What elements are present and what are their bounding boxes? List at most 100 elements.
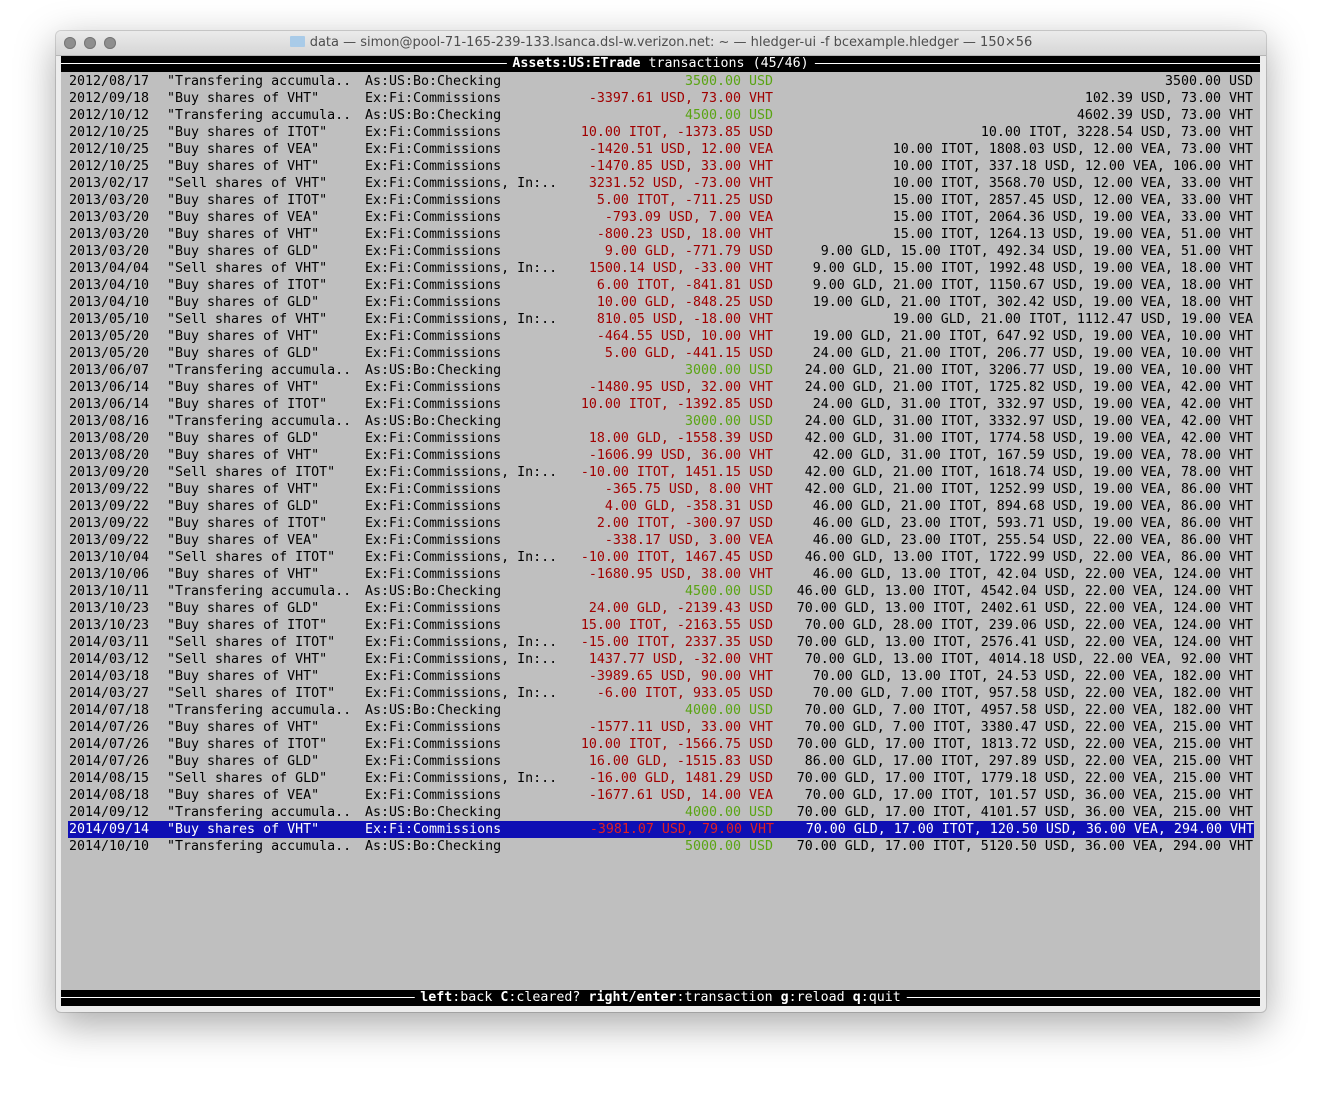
- table-row[interactable]: 2013/02/17 "Sell shares of VHT" Ex:Fi:Comm…: [61, 175, 1260, 192]
- cell-balance: 70.00 GLD, 17.00 ITOT, 1779.18 USD, 22.0…: [796, 771, 1253, 786]
- cell-account: As:US:Bo:Checking: [365, 414, 502, 429]
- table-row[interactable]: 2013/03/20 "Buy shares of VHT" Ex:Fi:Commi…: [61, 226, 1260, 243]
- cell-amount: -1577.11 USD, 33.00 VHT: [588, 720, 773, 735]
- cell-amount: -16.00 GLD, 1481.29 USD: [588, 771, 773, 786]
- cell-date: 2014/08/18: [69, 788, 150, 803]
- cell-balance: 42.00 GLD, 31.00 ITOT, 167.59 USD, 19.00…: [812, 448, 1253, 463]
- table-row[interactable]: 2013/10/23 "Buy shares of GLD" Ex:Fi:Commi…: [61, 600, 1260, 617]
- cell-amount: 3231.52 USD, -73.00 VHT: [588, 176, 773, 191]
- account-name: Assets:US:ETrade: [512, 56, 641, 71]
- table-row[interactable]: 2014/03/11 "Sell shares of ITOT" Ex:Fi:Com…: [61, 634, 1260, 651]
- table-row[interactable]: 2013/05/20 "Buy shares of VHT" Ex:Fi:Commi…: [61, 328, 1260, 345]
- table-row[interactable]: 2013/10/23 "Buy shares of ITOT" Ex:Fi:Comm…: [61, 617, 1260, 634]
- cell-balance: 24.00 GLD, 21.00 ITOT, 206.77 USD, 19.00…: [812, 346, 1253, 361]
- table-row-selected[interactable]: 2014/09/14 "Buy shares of VHT" Ex:Fi:Commi…: [68, 821, 1254, 838]
- table-row[interactable]: 2013/09/20 "Sell shares of ITOT" Ex:Fi:Com…: [61, 464, 1260, 481]
- table-row[interactable]: 2012/10/12 "Transfering accumula.. As:US:B…: [61, 107, 1260, 124]
- zoom-button[interactable]: [104, 37, 116, 49]
- cell-description: "Buy shares of VHT": [167, 91, 320, 106]
- cell-amount: -3989.65 USD, 90.00 VHT: [588, 669, 773, 684]
- table-row[interactable]: 2014/07/26 "Buy shares of ITOT" Ex:Fi:Comm…: [61, 736, 1260, 753]
- cell-date: 2014/10/10: [69, 839, 150, 854]
- cell-balance: 46.00 GLD, 23.00 ITOT, 255.54 USD, 22.00…: [812, 533, 1253, 548]
- cell-amount: -464.55 USD, 10.00 VHT: [596, 329, 773, 344]
- cell-amount: 4.00 GLD, -358.31 USD: [604, 499, 773, 514]
- table-row[interactable]: 2014/08/18 "Buy shares of VEA" Ex:Fi:Commi…: [61, 787, 1260, 804]
- table-row[interactable]: 2013/08/20 "Buy shares of GLD" Ex:Fi:Commi…: [61, 430, 1260, 447]
- cell-balance: 70.00 GLD, 17.00 ITOT, 101.57 USD, 36.00…: [804, 788, 1253, 803]
- cell-account: Ex:Fi:Commissions: [365, 533, 502, 548]
- title-bar: data — simon@pool-71-165-239-133.lsanca.…: [56, 31, 1266, 56]
- table-row[interactable]: 2014/03/12 "Sell shares of VHT" Ex:Fi:Comm…: [61, 651, 1260, 668]
- cell-balance: 10.00 ITOT, 337.18 USD, 12.00 VEA, 106.0…: [892, 159, 1253, 174]
- table-row[interactable]: 2014/09/12 "Transfering accumula.. As:US:B…: [61, 804, 1260, 821]
- cell-date: 2012/09/18: [69, 91, 150, 106]
- table-row[interactable]: 2013/04/10 "Buy shares of GLD" Ex:Fi:Commi…: [61, 294, 1260, 311]
- table-row[interactable]: 2013/03/20 "Buy shares of GLD" Ex:Fi:Commi…: [61, 243, 1260, 260]
- table-row[interactable]: 2012/10/25 "Buy shares of VEA" Ex:Fi:Commi…: [61, 141, 1260, 158]
- cell-amount: -365.75 USD, 8.00 VHT: [604, 482, 773, 497]
- key-name: q: [852, 990, 861, 1005]
- cell-amount: -1470.85 USD, 33.00 VHT: [588, 159, 773, 174]
- table-row[interactable]: 2013/09/22 "Buy shares of VHT" Ex:Fi:Commi…: [61, 481, 1260, 498]
- cell-balance: 42.00 GLD, 31.00 ITOT, 1774.58 USD, 19.0…: [804, 431, 1253, 446]
- table-row[interactable]: 2013/09/22 "Buy shares of ITOT" Ex:Fi:Comm…: [61, 515, 1260, 532]
- table-row[interactable]: 2013/10/06 "Buy shares of VHT" Ex:Fi:Commi…: [61, 566, 1260, 583]
- cell-description: "Transfering accumula..: [167, 703, 352, 718]
- cell-account: Ex:Fi:Commissions: [365, 669, 502, 684]
- table-row[interactable]: 2013/04/10 "Buy shares of ITOT" Ex:Fi:Comm…: [61, 277, 1260, 294]
- table-row[interactable]: 2013/09/22 "Buy shares of VEA" Ex:Fi:Commi…: [61, 532, 1260, 549]
- cell-amount: 3000.00 USD: [684, 363, 773, 378]
- cell-amount: 4000.00 USD: [684, 805, 773, 820]
- table-row[interactable]: 2014/07/26 "Buy shares of VHT" Ex:Fi:Commi…: [61, 719, 1260, 736]
- table-row[interactable]: 2014/07/26 "Buy shares of GLD" Ex:Fi:Commi…: [61, 753, 1260, 770]
- cell-description: "Buy shares of ITOT": [167, 737, 328, 752]
- table-row[interactable]: 2014/07/18 "Transfering accumula.. As:US:B…: [61, 702, 1260, 719]
- table-row[interactable]: 2013/03/20 "Buy shares of ITOT" Ex:Fi:Comm…: [61, 192, 1260, 209]
- table-row[interactable]: 2013/05/20 "Buy shares of GLD" Ex:Fi:Commi…: [61, 345, 1260, 362]
- table-row[interactable]: 2013/06/07 "Transfering accumula.. As:US:B…: [61, 362, 1260, 379]
- cell-description: "Sell shares of VHT": [167, 312, 328, 327]
- cell-amount: 9.00 GLD, -771.79 USD: [604, 244, 773, 259]
- cell-account: Ex:Fi:Commissions, In:..: [365, 652, 558, 667]
- table-row[interactable]: 2013/06/14 "Buy shares of ITOT" Ex:Fi:Comm…: [61, 396, 1260, 413]
- table-row[interactable]: 2013/10/11 "Transfering accumula.. As:US:B…: [61, 583, 1260, 600]
- table-row[interactable]: 2013/08/20 "Buy shares of VHT" Ex:Fi:Commi…: [61, 447, 1260, 464]
- table-row[interactable]: 2013/04/04 "Sell shares of VHT" Ex:Fi:Comm…: [61, 260, 1260, 277]
- minimize-button[interactable]: [84, 37, 96, 49]
- table-row[interactable]: 2012/10/25 "Buy shares of ITOT" Ex:Fi:Comm…: [61, 124, 1260, 141]
- cell-balance: 15.00 ITOT, 1264.13 USD, 19.00 VEA, 51.0…: [892, 227, 1253, 242]
- cell-balance: 24.00 GLD, 21.00 ITOT, 3206.77 USD, 19.0…: [804, 363, 1253, 378]
- cell-balance: 42.00 GLD, 21.00 ITOT, 1618.74 USD, 19.0…: [804, 465, 1253, 480]
- cell-amount: -15.00 ITOT, 2337.35 USD: [580, 635, 773, 650]
- cell-account: Ex:Fi:Commissions: [365, 397, 502, 412]
- table-row[interactable]: 2013/09/22 "Buy shares of GLD" Ex:Fi:Commi…: [61, 498, 1260, 515]
- cell-balance: 9.00 GLD, 15.00 ITOT, 492.34 USD, 19.00 …: [820, 244, 1253, 259]
- table-row[interactable]: 2012/10/25 "Buy shares of VHT" Ex:Fi:Commi…: [61, 158, 1260, 175]
- table-row[interactable]: 2013/10/04 "Sell shares of ITOT" Ex:Fi:Com…: [61, 549, 1260, 566]
- cell-account: Ex:Fi:Commissions: [365, 210, 502, 225]
- cell-balance: 19.00 GLD, 21.00 ITOT, 302.42 USD, 19.00…: [812, 295, 1253, 310]
- table-row[interactable]: 2014/03/18 "Buy shares of VHT" Ex:Fi:Commi…: [61, 668, 1260, 685]
- key-action: back: [460, 990, 493, 1005]
- table-row[interactable]: 2013/06/14 "Buy shares of VHT" Ex:Fi:Commi…: [61, 379, 1260, 396]
- table-row[interactable]: 2014/08/15 "Sell shares of GLD" Ex:Fi:Comm…: [61, 770, 1260, 787]
- terminal[interactable]: Assets:US:ETrade transactions (45/46) 20…: [61, 56, 1260, 1006]
- table-row[interactable]: 2013/03/20 "Buy shares of VEA" Ex:Fi:Commi…: [61, 209, 1260, 226]
- table-row[interactable]: 2012/08/17 "Transfering accumula.. As:US:B…: [61, 73, 1260, 90]
- table-row[interactable]: 2014/10/10 "Transfering accumula.. As:US:B…: [61, 838, 1260, 855]
- cell-balance: 4602.39 USD, 73.00 VHT: [1076, 108, 1253, 123]
- table-row[interactable]: 2013/08/16 "Transfering accumula.. As:US:B…: [61, 413, 1260, 430]
- close-button[interactable]: [64, 37, 76, 49]
- cell-date: 2012/10/25: [69, 159, 150, 174]
- table-row[interactable]: 2012/09/18 "Buy shares of VHT" Ex:Fi:Commi…: [61, 90, 1260, 107]
- cell-balance: 10.00 ITOT, 3228.54 USD, 73.00 VHT: [980, 125, 1253, 140]
- cell-amount: -1420.51 USD, 12.00 VEA: [588, 142, 773, 157]
- transaction-count: (45/46): [752, 56, 809, 71]
- cell-date: 2014/09/12: [69, 805, 150, 820]
- cell-account: Ex:Fi:Commissions: [365, 193, 502, 208]
- table-row[interactable]: 2014/03/27 "Sell shares of ITOT" Ex:Fi:Com…: [61, 685, 1260, 702]
- cell-date: 2013/05/10: [69, 312, 150, 327]
- table-row[interactable]: 2013/05/10 "Sell shares of VHT" Ex:Fi:Comm…: [61, 311, 1260, 328]
- cell-balance: 70.00 GLD, 7.00 ITOT, 4957.58 USD, 22.00…: [804, 703, 1253, 718]
